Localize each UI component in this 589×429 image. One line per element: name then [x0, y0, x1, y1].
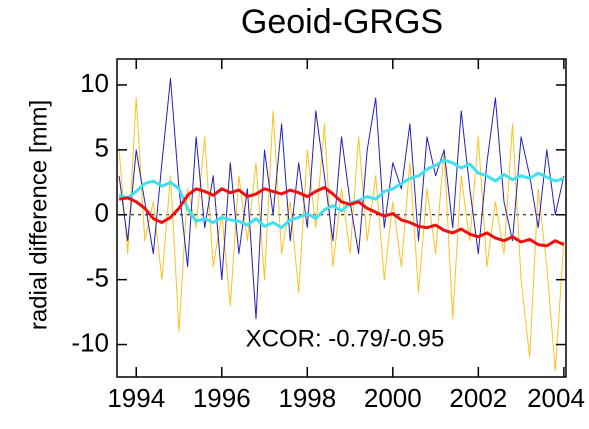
- data-line: [118, 78, 565, 320]
- data-line: [118, 158, 565, 230]
- x-tick-label: 1998: [278, 383, 336, 413]
- y-tick-label: 5: [95, 133, 109, 163]
- plot-frame: [116, 58, 567, 378]
- data-line: [118, 186, 565, 248]
- x-tick-label: 2002: [449, 383, 507, 413]
- y-axis-label: radial difference [mm]: [25, 100, 52, 330]
- annotation: XCOR: -0.79/-0.95: [246, 325, 445, 352]
- y-tick-label: -5: [86, 263, 109, 293]
- y-tick-label: -10: [71, 327, 109, 357]
- chart-title: Geoid-GRGS: [241, 3, 443, 41]
- y-tick-label: 10: [80, 68, 109, 98]
- x-tick-label: 2004: [527, 383, 585, 413]
- x-tick-label: 1996: [193, 383, 251, 413]
- x-tick-label: 1994: [107, 383, 165, 413]
- x-tick-label: 2000: [364, 383, 422, 413]
- y-tick-label: 0: [95, 198, 109, 228]
